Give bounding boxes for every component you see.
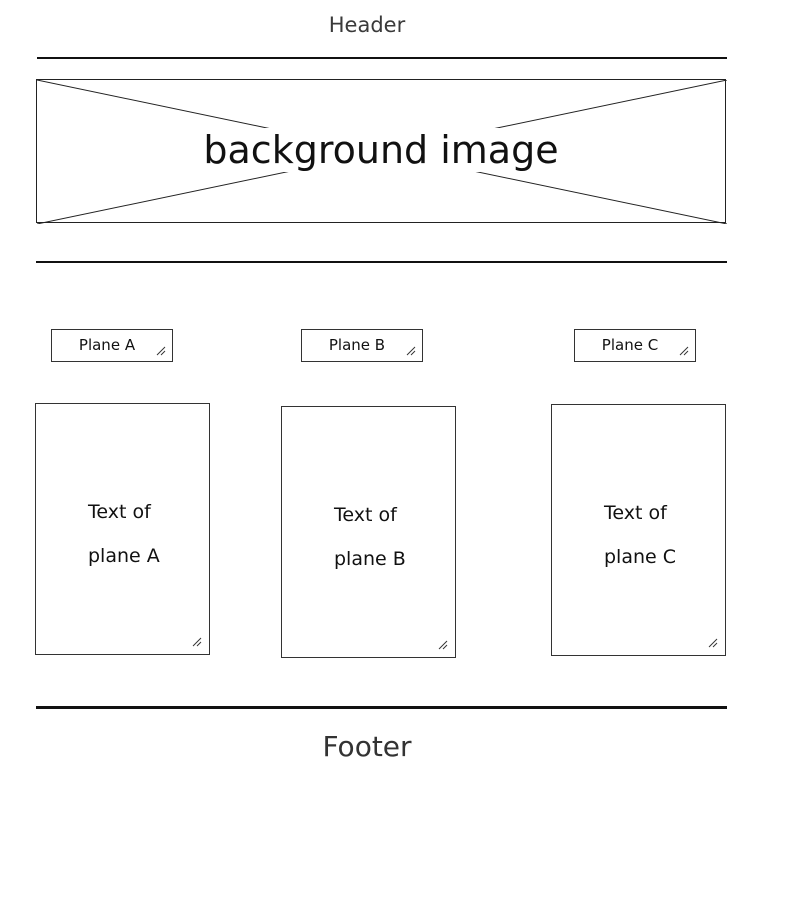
plane-a-input[interactable]: Plane A	[51, 329, 173, 362]
plane-c-textarea[interactable]: Text of plane C	[551, 404, 726, 656]
plane-b-text-line2: plane B	[334, 548, 406, 570]
banner-divider	[36, 261, 727, 263]
resize-grip-icon[interactable]	[679, 346, 689, 356]
background-image-placeholder: background image	[36, 79, 727, 224]
resize-grip-icon[interactable]	[192, 637, 202, 647]
plane-b-textarea[interactable]: Text of plane B	[281, 406, 456, 658]
plane-c-input[interactable]: Plane C	[574, 329, 696, 362]
plane-c-text-line1: Text of	[604, 502, 667, 524]
plane-a-textarea[interactable]: Text of plane A	[35, 403, 210, 655]
plane-b-input-label: Plane B	[328, 336, 386, 354]
plane-a-text-line1: Text of	[88, 501, 151, 523]
footer-divider	[36, 706, 727, 709]
background-image-label: background image	[197, 128, 565, 172]
plane-a-input-label: Plane A	[78, 336, 136, 354]
plane-c-text-line2: plane C	[604, 546, 677, 568]
resize-grip-icon[interactable]	[708, 638, 718, 648]
plane-b-text-line1: Text of	[334, 504, 397, 526]
resize-grip-icon[interactable]	[156, 346, 166, 356]
header-title: Header	[328, 13, 406, 37]
header-divider	[37, 57, 727, 59]
plane-a-text-line2: plane A	[88, 545, 160, 567]
resize-grip-icon[interactable]	[438, 640, 448, 650]
resize-grip-icon[interactable]	[406, 346, 416, 356]
plane-c-input-label: Plane C	[601, 336, 659, 354]
plane-b-input[interactable]: Plane B	[301, 329, 423, 362]
footer-title: Footer	[322, 730, 412, 763]
